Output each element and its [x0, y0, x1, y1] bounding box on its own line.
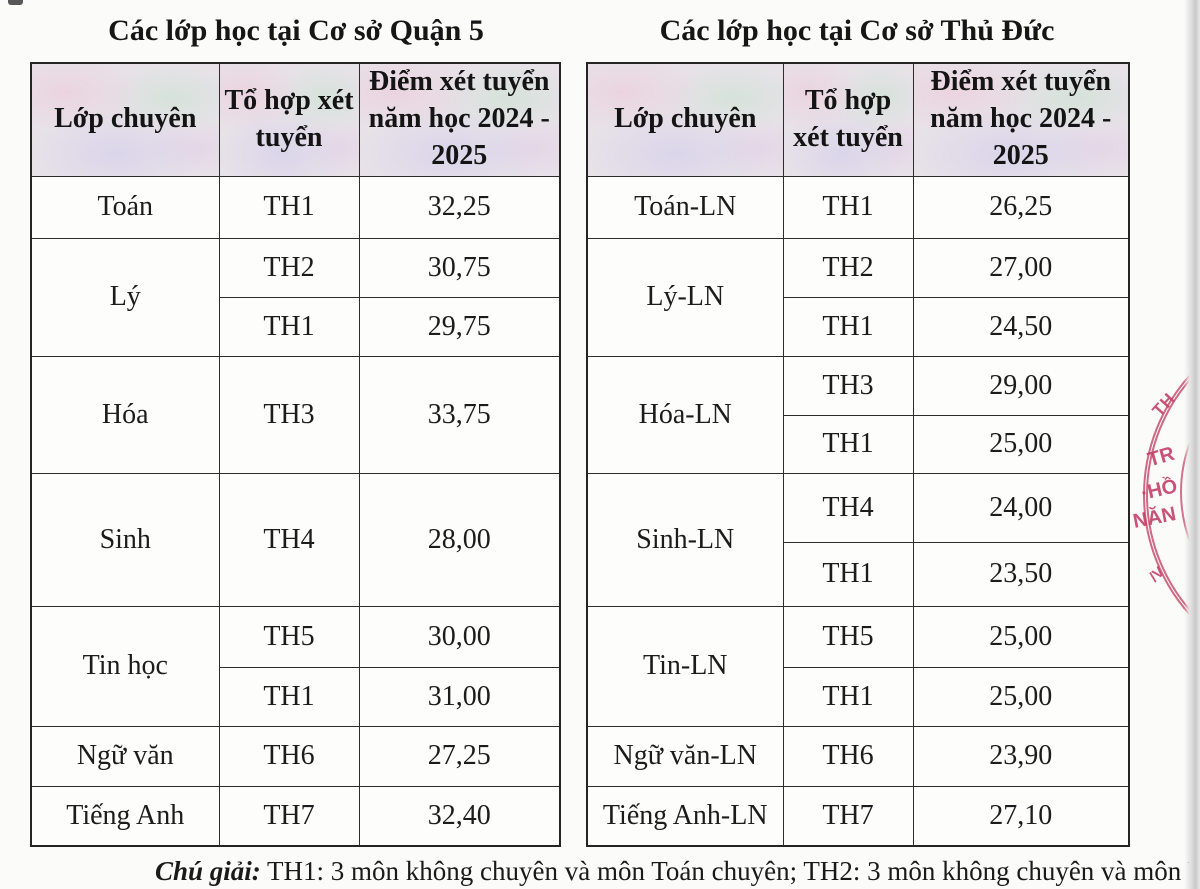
- table-title-quan5: Các lớp học tại Cơ sở Quận 5: [108, 14, 484, 47]
- score-cell: 29,00: [912, 355, 1130, 416]
- subject-cell: Tin học: [30, 605, 220, 727]
- subject-cell: Ngữ văn: [30, 725, 220, 787]
- scan-smudge-mark: [8, 0, 23, 5]
- score-cell: 25,00: [912, 666, 1130, 727]
- combo-cell: TH1: [218, 175, 360, 239]
- table-row: Ngữ văn TH6 27,25: [30, 725, 561, 787]
- score-cell: 26,25: [912, 175, 1130, 239]
- subject-cell: Tiếng Anh-LN: [586, 785, 784, 847]
- table-row: Tiếng Anh TH7 32,40: [30, 785, 561, 847]
- column-header-subject: Lớp chuyên: [30, 62, 220, 177]
- subject-cell: Toán: [30, 175, 220, 239]
- table-row: Tiếng Anh-LN TH7 27,10: [586, 785, 1130, 847]
- combo-cell: TH5: [782, 605, 914, 668]
- score-cell: 23,90: [912, 725, 1130, 787]
- combo-cell: TH5: [218, 605, 360, 668]
- subject-cell: Ngữ văn-LN: [586, 725, 784, 787]
- column-header-score: Điểm xét tuyển năm học 2024 - 2025: [358, 62, 561, 177]
- score-cell: 25,00: [912, 605, 1130, 668]
- combo-cell: TH3: [218, 355, 360, 474]
- stamp-text-fragment: TH: [1148, 389, 1180, 421]
- score-cell: 32,40: [358, 785, 561, 847]
- legend-footnote: Chú giải: TH1: 3 môn không chuyên và môn…: [155, 856, 1200, 887]
- table-row: TH1 31,00: [31, 666, 561, 727]
- table-row: Tin học TH5 30,00: [30, 605, 561, 727]
- table-row: Lý-LN TH2 27,00: [586, 237, 1130, 357]
- table-row: TH1 25,00: [587, 666, 1130, 727]
- table-row: Sinh-LN TH4 24,00: [586, 472, 1130, 607]
- stamp-text-fragment: NĂN: [1131, 503, 1178, 533]
- subject-cell: Tin-LN: [586, 605, 784, 727]
- score-cell: 33,75: [358, 355, 561, 474]
- subject-cell: Lý: [30, 237, 220, 357]
- column-header-subject: Lớp chuyên: [586, 62, 784, 177]
- combo-cell: TH1: [218, 296, 360, 357]
- subject-cell: Toán-LN: [586, 175, 784, 239]
- combo-cell: TH1: [782, 414, 914, 474]
- column-header-score: Điểm xét tuyển năm học 2024 - 2025: [912, 62, 1130, 177]
- stamp-text-fragment: /V: [1146, 563, 1169, 586]
- score-cell: 27,10: [912, 785, 1130, 847]
- combo-cell: TH6: [782, 725, 914, 787]
- combo-cell: TH6: [218, 725, 360, 787]
- score-cell: 23,50: [912, 541, 1130, 607]
- subject-cell: Hóa-LN: [586, 355, 784, 474]
- score-cell: 27,25: [358, 725, 561, 787]
- table-row: Toán-LN TH1 26,25: [586, 175, 1130, 239]
- table-row: TH1 23,50: [587, 541, 1130, 607]
- table-row: TH1 29,75: [31, 296, 561, 357]
- combo-cell: TH1: [782, 541, 914, 607]
- combo-cell: TH4: [782, 472, 914, 543]
- stamp-text-fragment: TR: [1145, 442, 1178, 472]
- combo-cell: TH1: [782, 296, 914, 357]
- combo-cell: TH1: [782, 175, 914, 239]
- table-row: TH1 25,00: [587, 414, 1130, 474]
- subject-cell: Sinh: [30, 472, 220, 607]
- score-cell: 24,50: [912, 296, 1130, 357]
- table-row: Toán TH1 32,25: [30, 175, 561, 239]
- table-row: Sinh TH4 28,00: [30, 472, 561, 607]
- combo-cell: TH4: [218, 472, 360, 607]
- score-cell: 31,00: [358, 666, 561, 727]
- score-cell: 32,25: [358, 175, 561, 239]
- stamp-text-fragment: ·HỒ: [1138, 475, 1180, 505]
- table-row: Hóa TH3 33,75: [30, 355, 561, 474]
- column-header-combo: Tổ hợp xét tuyển: [782, 62, 914, 177]
- score-cell: 30,00: [358, 605, 561, 668]
- subject-cell: Tiếng Anh: [30, 785, 220, 847]
- combo-cell: TH2: [782, 237, 914, 298]
- combo-cell: TH3: [782, 355, 914, 416]
- score-cell: 28,00: [358, 472, 561, 607]
- legend-footnote-label: Chú giải:: [155, 856, 261, 886]
- legend-footnote-text: TH1: 3 môn không chuyên và môn Toán chuy…: [260, 856, 1200, 886]
- scores-table-thuduc: Lớp chuyên Tổ hợp xét tuyển Điểm xét tuy…: [586, 62, 1130, 847]
- score-cell: 29,75: [358, 296, 561, 357]
- subject-cell: Lý-LN: [586, 237, 784, 357]
- table-title-thuduc: Các lớp học tại Cơ sở Thủ Đức: [659, 14, 1055, 47]
- score-cell: 30,75: [358, 237, 561, 298]
- scores-table-quan5: Lớp chuyên Tổ hợp xét tuyển Điểm xét tuy…: [30, 62, 561, 847]
- table-row: Tin-LN TH5 25,00: [586, 605, 1130, 727]
- combo-cell: TH7: [782, 785, 914, 847]
- subject-cell: Sinh-LN: [586, 472, 784, 607]
- table-row: Hóa-LN TH3 29,00: [586, 355, 1130, 474]
- table-row: Lý TH2 30,75: [30, 237, 561, 357]
- column-header-combo: Tổ hợp xét tuyển: [218, 62, 360, 177]
- combo-cell: TH1: [218, 666, 360, 727]
- score-cell: 27,00: [912, 237, 1130, 298]
- scan-page-edge: [1184, 0, 1200, 889]
- table-row: TH1 24,50: [587, 296, 1130, 357]
- combo-cell: TH7: [218, 785, 360, 847]
- table-row: Ngữ văn-LN TH6 23,90: [586, 725, 1130, 787]
- score-cell: 25,00: [912, 414, 1130, 474]
- combo-cell: TH1: [782, 666, 914, 727]
- subject-cell: Hóa: [30, 355, 220, 474]
- combo-cell: TH2: [218, 237, 360, 298]
- score-cell: 24,00: [912, 472, 1130, 543]
